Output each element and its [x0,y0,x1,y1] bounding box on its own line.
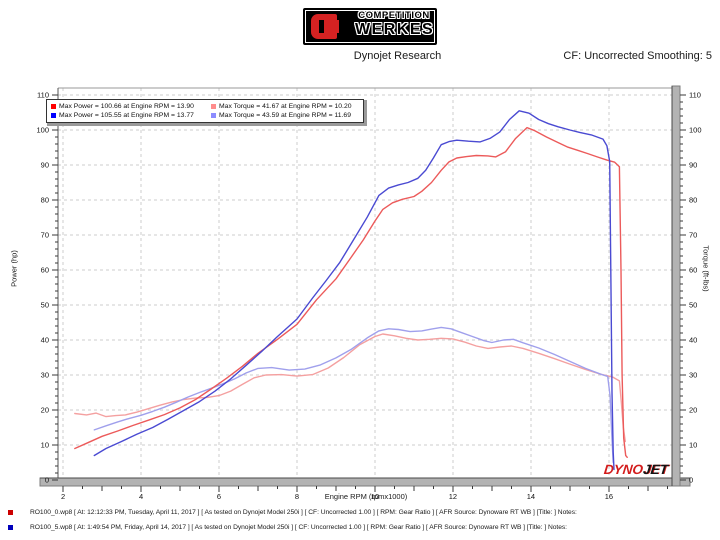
run1-color-square [8,510,13,515]
curve-power-run2-blue [93,110,615,471]
legend-item-max-power-run2: Max Power = 105.55 at Engine RPM = 13.77 [51,112,211,119]
curve-torque-run1-red [74,333,626,443]
logo-text: COMPETITION WERKES [355,11,433,38]
logo-inner-frame [305,10,435,43]
light-blue-series-swatch [211,113,216,118]
svg-text:100: 100 [689,126,702,135]
run2-info-text: RO100_5.wp8 [ At: 1:49:54 PM, Friday, Ap… [30,524,567,531]
curve-torque-run2-blue [93,326,614,464]
svg-text:100: 100 [36,126,49,135]
svg-text:6: 6 [217,492,221,501]
svg-text:70: 70 [689,231,697,240]
legend-item-max-torque-run2: Max Torque = 43.59 at Engine RPM = 11.69 [211,112,359,119]
red-series-swatch [51,104,56,109]
svg-text:10: 10 [371,492,379,501]
svg-text:70: 70 [41,231,49,240]
y-axis-label-torque: Torque (ft-lbs) [701,245,711,292]
svg-text:40: 40 [41,336,49,345]
svg-text:80: 80 [41,196,49,205]
svg-text:20: 20 [689,406,697,415]
svg-text:110: 110 [689,91,701,100]
svg-text:60: 60 [689,266,697,275]
dynojet-watermark-dyno: DYNO [603,462,644,477]
svg-text:40: 40 [689,336,697,345]
svg-text:10: 10 [689,441,697,450]
legend-label: Max Torque = 43.59 at Engine RPM = 11.69 [219,112,351,119]
legend-label: Max Power = 105.55 at Engine RPM = 13.77 [59,112,194,119]
svg-text:0: 0 [689,476,693,485]
svg-text:4: 4 [139,492,143,501]
dynojet-watermark-jet: JET [642,462,669,477]
svg-text:80: 80 [689,196,697,205]
run-info-line-2: RO100_5.wp8 [ At: 1:49:54 PM, Friday, Ap… [8,524,567,531]
legend-item-max-torque-run1: Max Torque = 41.67 at Engine RPM = 10.20 [211,103,359,110]
svg-text:30: 30 [41,371,49,380]
svg-text:50: 50 [41,301,49,310]
y-axis-label-power: Power (hp) [9,250,19,287]
legend-item-max-power-run1: Max Power = 100.66 at Engine RPM = 13.90 [51,103,211,110]
logo-line2: WERKES [355,20,435,38]
svg-text:14: 14 [527,492,535,501]
svg-text:90: 90 [689,161,697,170]
svg-text:20: 20 [41,406,49,415]
competition-werkes-logo: COMPETITION WERKES [303,8,437,45]
svg-text:12: 12 [449,492,457,501]
smoothing-note: CF: Uncorrected Smoothing: 5 [563,50,712,62]
curve-power-run1-red [74,126,628,458]
svg-text:50: 50 [689,301,697,310]
svg-text:0: 0 [45,476,49,485]
dynojet-watermark: DYNOJET [603,462,669,477]
report-title: Dynojet Research [353,50,442,62]
legend-label: Max Power = 100.66 at Engine RPM = 13.90 [59,103,194,110]
svg-text:110: 110 [37,91,49,100]
light-red-series-swatch [211,104,216,109]
logo-line1: COMPETITION [358,10,430,21]
svg-text:90: 90 [41,161,49,170]
max-values-legend: Max Power = 100.66 at Engine RPM = 13.90… [46,99,364,123]
svg-text:8: 8 [295,492,299,501]
svg-text:30: 30 [689,371,697,380]
legend-label: Max Torque = 41.67 at Engine RPM = 10.20 [219,103,352,110]
blue-series-swatch [51,113,56,118]
svg-text:10: 10 [41,441,49,450]
svg-text:16: 16 [605,492,613,501]
svg-text:2: 2 [61,492,65,501]
x-axis-label-rpm: Engine RPM (rpmx1000) [324,492,408,501]
run2-color-square [8,525,13,530]
run1-info-text: RO100_0.wp8 [ At: 12:12:33 PM, Tuesday, … [30,509,577,516]
run-info-line-1: RO100_0.wp8 [ At: 12:12:33 PM, Tuesday, … [8,509,577,516]
logo-c-icon [311,14,351,39]
svg-text:60: 60 [41,266,49,275]
